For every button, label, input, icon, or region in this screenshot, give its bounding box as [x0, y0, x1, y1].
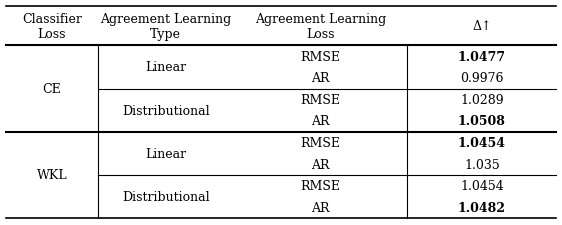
Text: Distributional: Distributional	[122, 104, 210, 117]
Text: RMSE: RMSE	[300, 93, 341, 106]
Text: RMSE: RMSE	[300, 180, 341, 192]
Text: Agreement Learning
Loss: Agreement Learning Loss	[255, 13, 386, 40]
Text: Agreement Learning
Type: Agreement Learning Type	[100, 13, 232, 40]
Text: Distributional: Distributional	[122, 190, 210, 203]
Text: AR: AR	[311, 115, 329, 128]
Text: WKL: WKL	[37, 169, 67, 182]
Text: Linear: Linear	[145, 61, 187, 74]
Text: 0.9976: 0.9976	[460, 72, 504, 85]
Text: 1.035: 1.035	[464, 158, 500, 171]
Text: Classifier
Loss: Classifier Loss	[22, 13, 82, 40]
Text: 1.0477: 1.0477	[458, 50, 506, 63]
Text: RMSE: RMSE	[300, 137, 341, 149]
Text: AR: AR	[311, 72, 329, 85]
Text: 1.0454: 1.0454	[460, 180, 504, 192]
Text: AR: AR	[311, 201, 329, 214]
Text: 1.0454: 1.0454	[458, 137, 506, 149]
Text: Δ↑: Δ↑	[472, 20, 492, 33]
Text: Linear: Linear	[145, 147, 187, 160]
Text: 1.0508: 1.0508	[458, 115, 506, 128]
Text: RMSE: RMSE	[300, 50, 341, 63]
Text: CE: CE	[43, 83, 61, 96]
Text: 1.0289: 1.0289	[460, 93, 504, 106]
Text: 1.0482: 1.0482	[458, 201, 506, 214]
Text: AR: AR	[311, 158, 329, 171]
